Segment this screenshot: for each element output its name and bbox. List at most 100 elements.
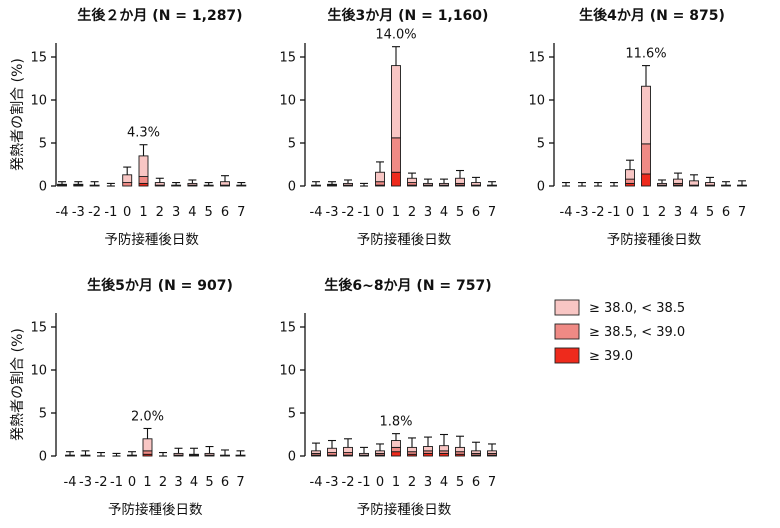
x-tick-label: 6: [221, 475, 229, 490]
x-tick-label: 2: [658, 205, 666, 220]
x-tick-label: 1: [392, 205, 400, 220]
bar-segment: [142, 450, 153, 455]
x-tick-label: 3: [424, 475, 432, 490]
bar-segment: [391, 451, 401, 457]
x-tick-label: 1: [642, 205, 650, 220]
y-tick-label: 5: [39, 407, 47, 422]
x-tick-label: 3: [674, 205, 682, 220]
x-tick-label: -1: [110, 475, 123, 490]
y-tick-label: 0: [537, 180, 545, 195]
bar-segment: [173, 452, 184, 456]
panel-title: 生後5か月 (N = 907): [87, 277, 233, 294]
bar-segment: [487, 184, 497, 187]
x-tick-label: -4: [310, 205, 323, 220]
y-axis-title: 発熱者の割合 (%): [9, 328, 26, 441]
bar-segment: [204, 452, 215, 456]
data-label: 4.3%: [127, 126, 160, 141]
bar-segment: [375, 450, 385, 454]
bar-segment: [327, 183, 337, 186]
bar-segment: [220, 181, 230, 186]
y-tick-label: 0: [39, 450, 47, 465]
bar-segment: [391, 65, 401, 139]
x-tick-label: 7: [488, 475, 496, 490]
bar-segment: [187, 182, 198, 186]
x-tick-label: -1: [104, 205, 117, 220]
bar-segment: [641, 143, 651, 175]
bar-segment: [439, 445, 449, 452]
x-tick-label: 7: [236, 475, 244, 490]
x-axis-title: 予防接種後日数: [104, 231, 199, 248]
y-tick-label: 5: [39, 137, 47, 152]
x-tick-label: 0: [376, 475, 384, 490]
bar-segment: [641, 173, 651, 187]
x-tick-label: 6: [221, 205, 229, 220]
x-tick-label: -3: [79, 475, 92, 490]
panel-title: 生後6~8か月 (N = 757): [324, 277, 491, 294]
x-tick-label: -1: [358, 205, 371, 220]
bar-segment: [220, 454, 230, 457]
bar-segment: [122, 174, 133, 184]
bar-segment: [423, 182, 433, 186]
panel-title: 生後3か月 (N = 1,160): [328, 7, 489, 24]
bar-segment: [189, 453, 199, 456]
x-tick-label: 0: [626, 205, 634, 220]
x-tick-label: 0: [123, 205, 131, 220]
bar-segment: [471, 450, 481, 454]
x-tick-label: -2: [342, 205, 355, 220]
bar-segment: [343, 446, 353, 454]
x-tick-label: 5: [205, 205, 213, 220]
y-tick-label: 15: [528, 51, 545, 66]
bar-segment: [127, 454, 137, 457]
data-label: 11.6%: [625, 47, 666, 62]
y-tick-label: 0: [39, 180, 47, 195]
bar-segment: [673, 178, 683, 184]
x-tick-label: 4: [440, 205, 448, 220]
x-tick-label: 1: [139, 205, 147, 220]
bar-segment: [455, 177, 465, 184]
y-tick-label: 10: [30, 364, 47, 379]
x-tick-label: 7: [237, 205, 245, 220]
legend-swatch: [554, 323, 580, 340]
bar-segment: [57, 183, 67, 186]
x-tick-label: 2: [159, 475, 167, 490]
legend: ≥ 38.0, < 38.5 ≥ 38.5, < 39.0 ≥ 39.0: [554, 299, 685, 364]
bar-segment: [359, 452, 369, 456]
x-tick-label: 6: [722, 205, 730, 220]
x-tick-label: 4: [188, 205, 196, 220]
y-tick-label: 5: [537, 137, 545, 152]
bar-segment: [142, 438, 153, 452]
x-tick-label: -2: [95, 475, 108, 490]
legend-swatch: [554, 347, 580, 364]
x-tick-label: -1: [358, 475, 371, 490]
x-tick-label: 1: [143, 475, 151, 490]
x-tick-label: -3: [576, 205, 589, 220]
x-tick-label: -3: [326, 205, 339, 220]
x-tick-label: -4: [56, 205, 69, 220]
bar-segment: [235, 454, 246, 457]
x-tick-label: -3: [326, 475, 339, 490]
y-tick-label: 0: [288, 450, 296, 465]
bar-segment: [391, 440, 401, 448]
y-tick-label: 15: [279, 51, 296, 66]
bar-segment: [236, 184, 247, 187]
x-tick-label: -4: [64, 475, 77, 490]
y-tick-label: 15: [30, 321, 47, 336]
y-axis-title: 発熱者の割合 (%): [9, 58, 26, 171]
bar-segment: [391, 137, 401, 173]
data-label: 2.0%: [131, 409, 164, 424]
bar-segment: [311, 184, 321, 187]
bar-segment: [375, 181, 385, 186]
bar-segment: [391, 171, 401, 187]
bar-segment: [171, 184, 182, 187]
bar-segment: [154, 182, 165, 186]
bar-segment: [689, 180, 699, 186]
legend-label: ≥ 38.5, < 39.0: [589, 325, 685, 340]
bar-segment: [138, 155, 149, 177]
x-tick-label: 7: [488, 205, 496, 220]
bar-segment: [65, 454, 75, 457]
data-label: 1.8%: [379, 415, 412, 430]
y-tick-label: 5: [288, 407, 296, 422]
x-tick-label: 5: [456, 475, 464, 490]
x-tick-label: 3: [424, 205, 432, 220]
